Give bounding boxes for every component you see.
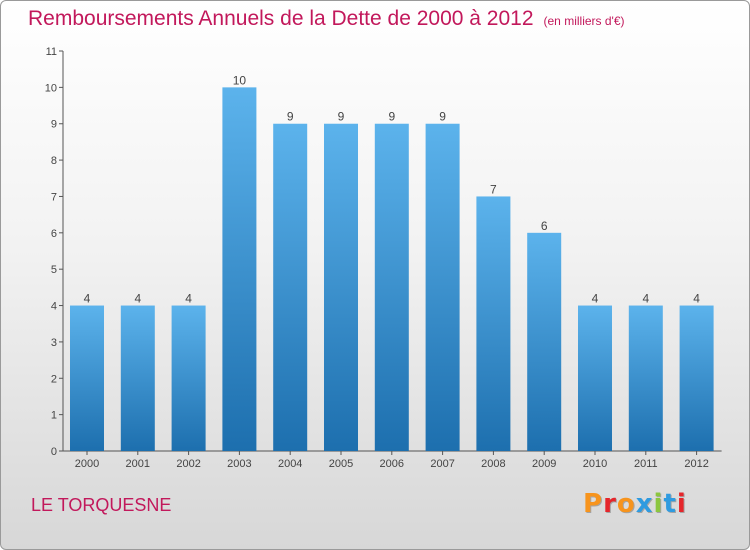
x-tick-label: 2008	[481, 458, 505, 470]
y-tick-label: 4	[51, 301, 57, 313]
logo-letter: i	[653, 489, 664, 519]
y-tick-label: 8	[51, 155, 57, 167]
town-name: LE TORQUESNE	[31, 495, 172, 515]
bar	[476, 196, 511, 451]
data-label: 4	[693, 292, 700, 306]
bar	[374, 123, 409, 452]
data-label: 4	[592, 292, 599, 306]
logo-letter: P	[583, 489, 604, 519]
x-tick-label: 2006	[380, 458, 404, 470]
x-tick-label: 2004	[278, 458, 302, 470]
bar	[70, 305, 104, 451]
data-label: 4	[185, 292, 192, 306]
bar	[273, 123, 308, 452]
bar	[628, 305, 663, 451]
data-label: 4	[134, 292, 141, 306]
proxiti-logo: Proxiti	[583, 489, 687, 519]
bar	[324, 123, 358, 452]
y-tick-label: 3	[51, 337, 57, 349]
x-tick-label: 2011	[634, 458, 658, 470]
logo-letter: i	[676, 489, 687, 519]
logo-letter: r	[603, 489, 617, 519]
y-tick-label: 9	[51, 119, 57, 131]
x-tick-label: 2002	[176, 458, 200, 470]
bar	[425, 123, 460, 452]
y-tick-label: 0	[51, 446, 57, 458]
logo-letter: o	[616, 489, 636, 519]
bar	[527, 232, 562, 451]
bar	[222, 87, 257, 451]
y-tick-label: 6	[51, 228, 57, 240]
data-label: 7	[490, 182, 497, 196]
y-tick-label: 10	[45, 82, 57, 94]
logo-letter: x	[635, 489, 654, 519]
chart-title: Remboursements Annuels de la Dette de 20…	[28, 7, 625, 31]
title-text: Remboursements Annuels de la Dette de 20…	[28, 7, 534, 30]
data-label: 9	[388, 110, 395, 124]
logo-letter: t	[663, 489, 677, 519]
x-tick-label: 2000	[75, 458, 99, 470]
data-label: 6	[541, 219, 548, 233]
bar	[171, 305, 206, 451]
x-tick-label: 2010	[583, 458, 607, 470]
data-label: 4	[642, 292, 649, 306]
x-tick-label: 2009	[532, 458, 556, 470]
bar	[578, 305, 612, 451]
data-label: 9	[338, 110, 345, 124]
data-label: 4	[84, 292, 91, 306]
x-tick-label: 2003	[227, 458, 251, 470]
y-tick-label: 7	[51, 191, 57, 203]
x-tick-label: 2012	[684, 458, 708, 470]
data-label: 9	[287, 110, 294, 124]
y-tick-label: 5	[51, 264, 57, 276]
data-label: 10	[233, 73, 247, 87]
x-tick-label: 2001	[126, 458, 150, 470]
y-tick-label: 1	[51, 410, 57, 422]
bar	[120, 305, 155, 451]
x-tick-label: 2005	[329, 458, 353, 470]
y-tick-label: 11	[46, 46, 57, 58]
title-unit: (en milliers d'€)	[543, 14, 625, 28]
bars: 4 4 4 10 9 9 9 9 7 6 4 4 4	[70, 73, 714, 452]
y-tick-label: 2	[51, 373, 57, 385]
x-tick-label: 2007	[430, 458, 454, 470]
data-label: 9	[439, 110, 446, 124]
bar	[679, 305, 714, 451]
